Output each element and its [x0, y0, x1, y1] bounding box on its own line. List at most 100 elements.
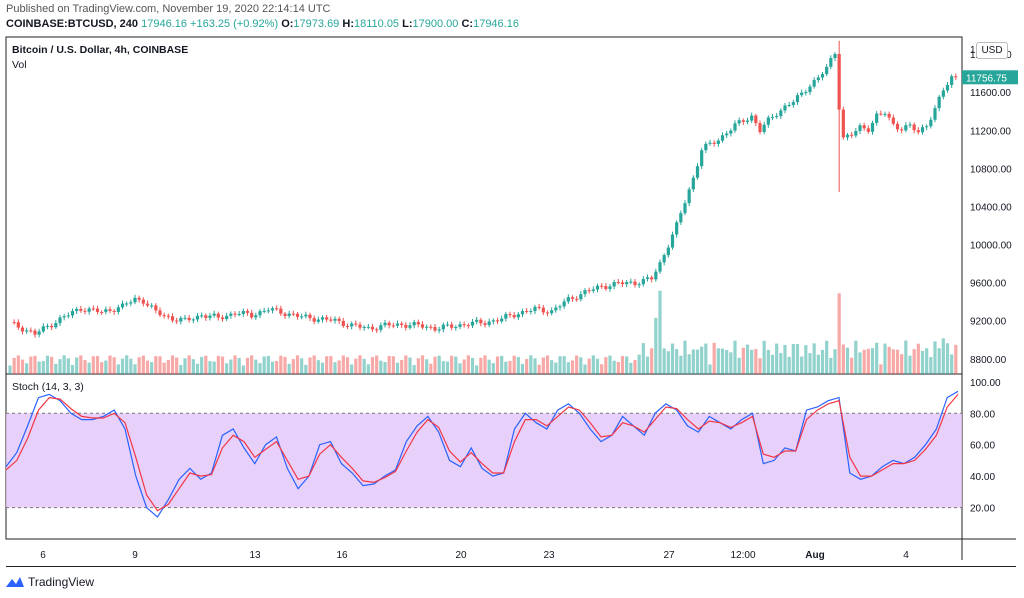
- candle-body: [491, 320, 495, 322]
- volume-bar: [616, 361, 620, 374]
- currency-badge[interactable]: USD: [976, 42, 1008, 59]
- candle-body: [216, 313, 220, 318]
- candle-body: [412, 322, 416, 326]
- candle-body: [900, 129, 904, 131]
- volume-bar: [700, 346, 704, 374]
- price-tick-label: 9600.00: [970, 279, 1007, 290]
- volume-bar: [712, 342, 716, 374]
- volume-bar: [225, 363, 229, 374]
- time-tick-label: Aug: [805, 550, 824, 561]
- volume-bar: [654, 317, 658, 374]
- volume-bar: [600, 364, 604, 374]
- candle-body: [700, 150, 704, 167]
- volume-bar: [366, 364, 370, 374]
- candle-body: [504, 314, 508, 319]
- volume-bar: [429, 363, 433, 374]
- candle-body: [250, 312, 254, 318]
- candle-body: [566, 297, 570, 302]
- volume-bar: [562, 356, 566, 374]
- candle-body: [487, 321, 491, 325]
- close-value: 17946.16: [473, 18, 519, 30]
- candle-body: [275, 308, 279, 310]
- volume-bar: [370, 357, 375, 374]
- candle-body: [683, 203, 687, 214]
- candle-body: [408, 325, 412, 328]
- volume-bar: [408, 357, 412, 374]
- volume-bar: [241, 365, 245, 374]
- candle-body: [187, 317, 191, 321]
- candle-body: [675, 222, 679, 235]
- candle-body: [754, 115, 758, 124]
- candle-body: [733, 123, 737, 131]
- candle-body: [833, 54, 837, 59]
- candle-body: [312, 318, 316, 322]
- volume-bar: [375, 355, 379, 374]
- candle-body: [887, 113, 891, 118]
- candle-body: [779, 110, 783, 117]
- candle-body: [91, 308, 95, 310]
- candle-body: [300, 316, 304, 318]
- candle-body: [816, 77, 820, 81]
- candle-body: [520, 311, 525, 315]
- candle-body: [691, 177, 695, 190]
- volume-bar: [591, 355, 595, 374]
- volume-bar: [637, 354, 641, 374]
- volume-bar: [350, 364, 354, 374]
- close-label: C:: [461, 18, 474, 30]
- volume-bar: [704, 343, 708, 374]
- candle-body: [370, 326, 375, 330]
- candle-body: [766, 117, 770, 125]
- volume-bar: [304, 364, 308, 374]
- candle-body: [845, 134, 850, 138]
- candle-body: [795, 95, 800, 103]
- candle-body: [37, 331, 41, 335]
- candle-body: [329, 319, 333, 321]
- candle-body: [841, 109, 845, 138]
- volume-bar: [520, 363, 525, 374]
- volume-bar: [70, 364, 75, 374]
- volume-bar: [525, 359, 529, 374]
- volume-bar: [141, 355, 145, 374]
- candle-body: [191, 319, 195, 321]
- low-value: 17900.00: [412, 18, 459, 30]
- volume-bar: [66, 358, 70, 374]
- volume-bar: [195, 363, 200, 374]
- overbought-oversold-band: [6, 413, 962, 508]
- volume-bar: [579, 357, 583, 374]
- candle-body: [625, 282, 629, 285]
- volume-bar: [291, 359, 295, 374]
- volume-bar: [612, 360, 616, 374]
- candle-body: [112, 310, 116, 312]
- volume-bar: [495, 356, 500, 374]
- volume-bar: [400, 359, 404, 374]
- candle-body: [929, 119, 933, 127]
- volume-bar: [870, 348, 875, 374]
- volume-bar: [950, 354, 954, 374]
- stoch-tick-label: 100.00: [970, 378, 1001, 389]
- volume-bar: [570, 360, 575, 374]
- volume-bar: [175, 357, 179, 374]
- candle-body: [295, 313, 300, 317]
- candle-body: [937, 96, 941, 109]
- volume-bar: [487, 359, 491, 374]
- volume-bar: [237, 357, 241, 374]
- volume-bar: [854, 340, 858, 374]
- volume-bar: [937, 348, 941, 374]
- volume-bar: [445, 361, 450, 374]
- time-tick-label: 9: [132, 550, 138, 561]
- candle-body: [575, 298, 579, 300]
- candle-body: [695, 166, 700, 178]
- volume-bar: [954, 344, 958, 374]
- candle-body: [862, 125, 866, 129]
- volume-bar: [550, 360, 554, 374]
- volume-bar: [575, 355, 579, 374]
- volume-bar: [16, 355, 20, 374]
- volume-bar: [900, 354, 904, 374]
- volume-bar: [412, 365, 416, 374]
- volume-bar: [650, 348, 654, 374]
- volume-bar: [566, 362, 570, 374]
- candle-body: [712, 142, 716, 144]
- volume-bar: [745, 344, 750, 374]
- volume-bar: [529, 355, 533, 374]
